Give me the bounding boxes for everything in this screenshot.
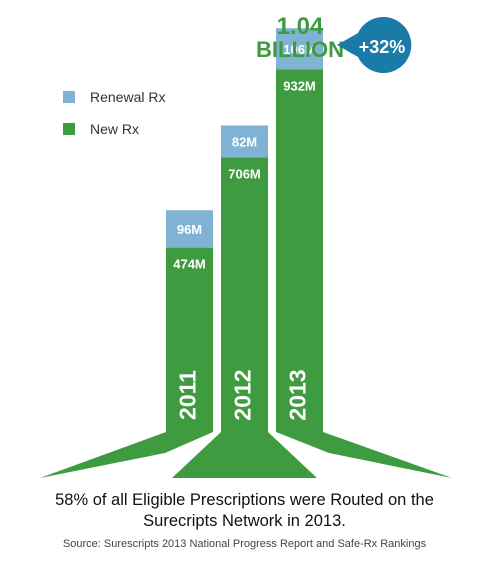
bar-new-2011 [166,247,213,432]
growth-badge [337,16,412,74]
base-segment-right [276,432,452,478]
caption-source: Source: Surescripts 2013 National Progre… [62,538,427,550]
total-unit: BILLION [256,37,344,62]
bar-renewal-2012 [221,125,268,158]
legend-label-1: New Rx [90,121,139,137]
legend-label-0: Renewal Rx [90,89,165,105]
label-new-2012: 706M [228,166,261,181]
bars-group: 96M 474M 2011 82M 706M 2012 106M 932M 2013 [40,28,452,478]
legend-swatch-0 [63,91,75,103]
bar-renewal-2013 [276,28,323,70]
growth-value: +32% [359,37,406,57]
caption-line-2: Surecripts Network in 2013. [143,512,346,530]
category-label-2011: 2011 [175,370,201,420]
category-label-2012: 2012 [230,369,256,420]
label-renewal-2013: 106M [283,42,316,57]
category-label-2013: 2013 [285,369,311,420]
legend-swatch-1 [63,123,75,135]
caption-line-1: 58% of all Eligible Prescriptions were R… [55,491,434,509]
legend: Renewal Rx New Rx [63,89,165,137]
label-new-2013: 932M [283,78,316,93]
total-value: 1.04 [277,13,324,40]
base-segment-center [172,432,317,478]
stacked-bar-chart: 96M 474M 2011 82M 706M 2012 106M 932M 2013 Renew… [40,13,452,478]
bar-renewal-2011 [166,210,213,248]
base-segment-left [40,432,213,478]
bar-new-2013 [276,69,323,433]
label-renewal-2011: 96M [177,222,202,237]
label-renewal-2012: 82M [232,134,257,149]
bar-new-2012 [221,157,268,432]
caption-main: 58% of all Eligible Prescriptions were R… [0,490,489,532]
label-new-2011: 474M [173,257,206,272]
